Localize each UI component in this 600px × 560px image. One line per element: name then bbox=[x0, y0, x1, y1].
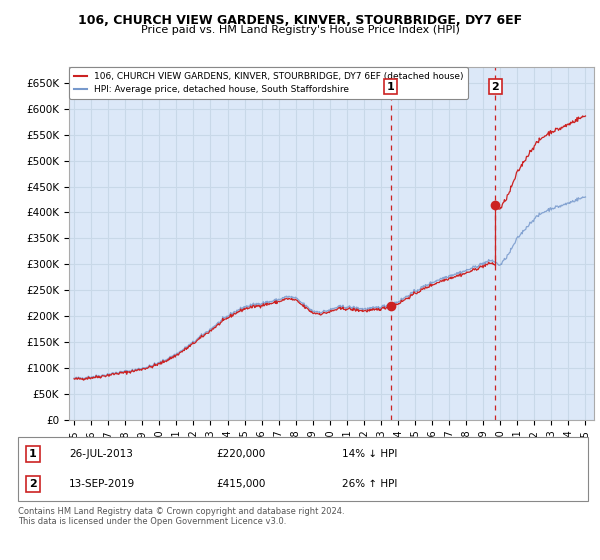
Text: Price paid vs. HM Land Registry's House Price Index (HPI): Price paid vs. HM Land Registry's House … bbox=[140, 25, 460, 35]
Text: £415,000: £415,000 bbox=[216, 479, 265, 489]
Text: Contains HM Land Registry data © Crown copyright and database right 2024.
This d: Contains HM Land Registry data © Crown c… bbox=[18, 507, 344, 526]
Text: 26-JUL-2013: 26-JUL-2013 bbox=[69, 449, 133, 459]
Text: 26% ↑ HPI: 26% ↑ HPI bbox=[342, 479, 397, 489]
Text: 2: 2 bbox=[29, 479, 37, 489]
Text: £220,000: £220,000 bbox=[216, 449, 265, 459]
Legend: 106, CHURCH VIEW GARDENS, KINVER, STOURBRIDGE, DY7 6EF (detached house), HPI: Av: 106, CHURCH VIEW GARDENS, KINVER, STOURB… bbox=[69, 67, 468, 99]
Text: 13-SEP-2019: 13-SEP-2019 bbox=[69, 479, 135, 489]
Text: 14% ↓ HPI: 14% ↓ HPI bbox=[342, 449, 397, 459]
Text: 1: 1 bbox=[29, 449, 37, 459]
Text: 106, CHURCH VIEW GARDENS, KINVER, STOURBRIDGE, DY7 6EF: 106, CHURCH VIEW GARDENS, KINVER, STOURB… bbox=[78, 14, 522, 27]
Text: 1: 1 bbox=[387, 82, 395, 92]
Text: 2: 2 bbox=[491, 82, 499, 92]
